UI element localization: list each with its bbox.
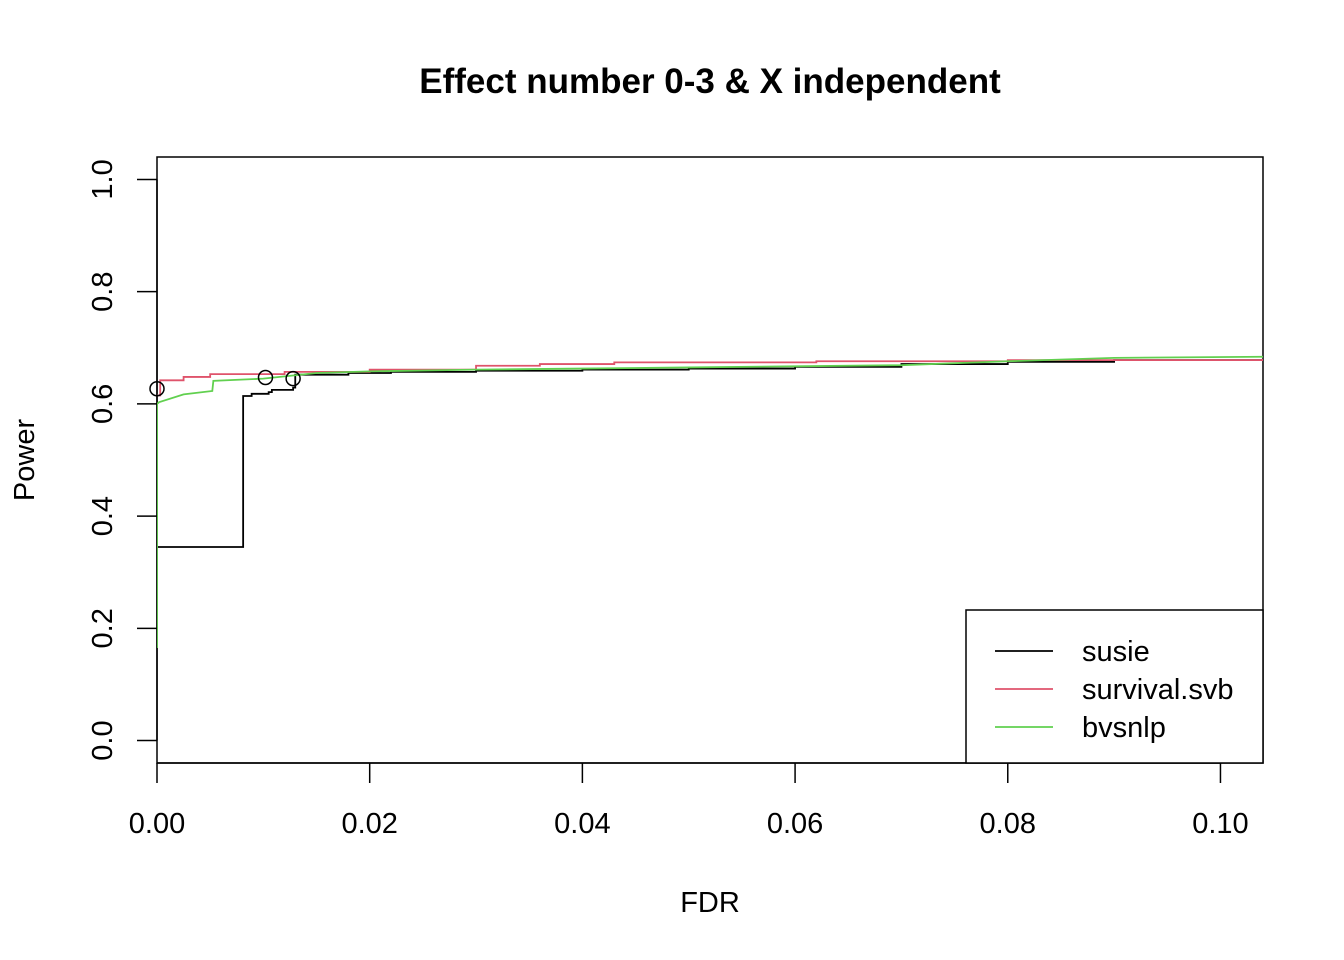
series-point-marker: [149, 380, 165, 397]
legend-label: susie: [1082, 636, 1150, 668]
y-tick-label: 0.6: [87, 384, 119, 424]
legend: susie survival.svb bvsnlp: [965, 609, 1264, 764]
series-point-marker: [285, 370, 301, 387]
x-tick-label: 0.08: [980, 808, 1036, 840]
y-tick-label: 0.0: [87, 720, 119, 760]
y-tick-label: 0.4: [87, 496, 119, 536]
legend-label: bvsnlp: [1082, 712, 1166, 744]
series-line-susie: [157, 359, 1263, 548]
x-tick-label: 0.06: [767, 808, 823, 840]
y-axis-label: Power: [9, 419, 41, 502]
y-tick-label: 1.0: [87, 159, 119, 199]
x-tick-label: 0.04: [554, 808, 610, 840]
x-tick-label: 0.00: [129, 808, 185, 840]
y-tick-label: 0.8: [87, 272, 119, 312]
series-layer: [157, 355, 1263, 648]
legend-box: [965, 609, 1264, 764]
chart-title: Effect number 0-3 & X independent: [419, 62, 1001, 101]
x-axis-label: FDR: [680, 887, 740, 919]
series-line-bvsnlp: [157, 355, 1263, 648]
x-tick-label: 0.02: [341, 808, 397, 840]
x-tick-label: 0.10: [1192, 808, 1248, 840]
y-tick-label: 0.2: [87, 608, 119, 648]
legend-label: survival.svb: [1082, 674, 1234, 706]
series-point-marker: [257, 369, 274, 386]
marker-layer: [149, 369, 301, 397]
series-line-survival-svb: [157, 359, 1263, 397]
y-axis: 0.0 0.2 0.4 0.6 0.8 1.0: [87, 159, 158, 761]
x-axis: 0.00 0.02 0.04 0.06 0.08 0.10: [129, 762, 1249, 840]
